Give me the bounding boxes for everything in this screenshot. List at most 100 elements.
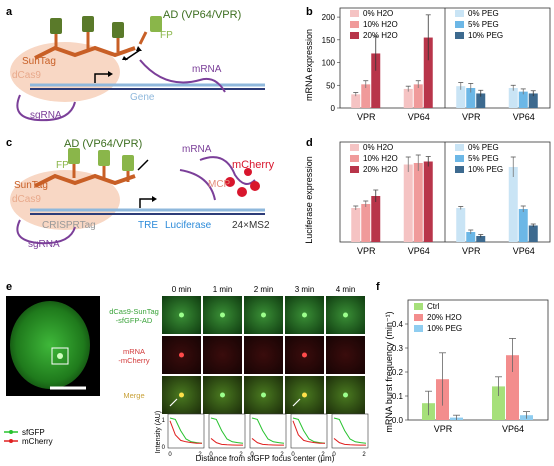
interaction-arrow-a xyxy=(124,49,141,61)
y-tick-label: 100 xyxy=(322,59,336,68)
y-tick-label: 50 xyxy=(326,81,335,90)
gfp-focus xyxy=(220,312,225,318)
sgrna-label-a: sgRNA xyxy=(30,110,62,121)
x-tick-label: 0 xyxy=(209,452,213,458)
legend-label: 10% PEG xyxy=(468,31,503,40)
legend-swatch xyxy=(455,144,464,151)
category-label: VPR xyxy=(434,424,453,434)
image-tile xyxy=(326,336,365,374)
legend-label: 10% PEG xyxy=(468,165,503,174)
category-label: VP64 xyxy=(408,112,430,122)
bar xyxy=(371,53,381,108)
profile-frame xyxy=(290,413,328,449)
legend-label: 0% PEG xyxy=(468,143,499,152)
bar xyxy=(518,91,528,108)
bar xyxy=(506,355,519,420)
bar xyxy=(528,93,538,108)
gene-label-a: Gene xyxy=(130,92,155,103)
mcherry-label: mCherry xyxy=(232,159,275,171)
ad-label-a: AD (VP64/VPR) xyxy=(163,9,241,21)
bar xyxy=(351,208,361,242)
sgrna-strand-c xyxy=(16,219,76,245)
legend-label: 10% H2O xyxy=(363,20,398,29)
svg-text:mCherry: mCherry xyxy=(22,437,53,446)
chart-b: 0 50 100 150 200 VPR VP64 0% H2O 10% H2O 20% H2O V… xyxy=(322,7,551,122)
row-label: Merge xyxy=(123,391,144,400)
bar xyxy=(413,163,423,242)
mrna-label-a: mRNA xyxy=(192,64,222,75)
suntag-label-a: SunTag xyxy=(22,56,56,67)
category-label: VPR xyxy=(357,112,376,122)
mcherry-profile xyxy=(169,420,202,444)
e-tiles xyxy=(162,296,365,414)
bar xyxy=(361,84,371,108)
y-tick-label: 0.2 xyxy=(392,368,404,377)
profile-frame xyxy=(249,413,287,449)
svg-text:f: f xyxy=(376,281,380,293)
category-label: VP64 xyxy=(408,246,430,256)
mrna-strand-a xyxy=(139,59,226,93)
legend-label: 20% H2O xyxy=(363,31,398,40)
chart-d: VPR VP64 0% H2O 10% H2O 20% H2O VPR VP64 0% PEG… xyxy=(339,141,551,256)
legend-swatch xyxy=(414,314,423,321)
bar xyxy=(456,208,466,242)
ms2-label: 24×MS2 xyxy=(232,220,270,231)
mcherry-profile xyxy=(292,420,325,444)
category-label: VP64 xyxy=(513,112,535,122)
legend-label: 10% H2O xyxy=(363,154,398,163)
dcas9-label-c: dCas9 xyxy=(12,194,41,205)
sfgfp-profile xyxy=(251,417,285,444)
x-tick-label: 0 xyxy=(250,452,254,458)
legend-label: 0% H2O xyxy=(363,143,393,152)
bar xyxy=(371,196,381,242)
y-tick-label: 0.4 xyxy=(392,320,404,329)
gfp-focus xyxy=(179,312,184,318)
suntag-chain xyxy=(34,45,136,60)
image-tile xyxy=(244,336,283,374)
panel-label-a: a xyxy=(6,6,13,18)
row-label: -sfGFP-AD xyxy=(116,316,153,325)
panel-c: c AD (VP64/VPR) FP SunTag dCas9 CRISPRTa… xyxy=(6,137,275,250)
bar xyxy=(476,93,486,108)
x-tick-label: 2 xyxy=(239,452,243,458)
panel-label-c: c xyxy=(6,137,12,149)
merge-focus xyxy=(261,392,266,398)
time-label: 1 min xyxy=(213,285,233,294)
svg-text:sfGFP: sfGFP xyxy=(22,428,45,437)
panel-d: d Luciferase expression VPR VP64 0% H2O 10%… xyxy=(304,137,551,256)
svg-text:b: b xyxy=(306,6,313,18)
legend-swatch xyxy=(350,144,359,151)
legend-label: 5% PEG xyxy=(468,20,499,29)
bar xyxy=(466,88,476,108)
category-label: VPR xyxy=(462,246,481,256)
gfp-focus xyxy=(261,312,266,318)
panel-b: b mRNA expression 0 50 100 150 200 VPR VP64 0% … xyxy=(304,6,551,122)
profile-xlabel: Distance from sfGFP focus center (μm) xyxy=(196,454,335,463)
legend-swatch xyxy=(350,21,359,28)
y-tick-label: 0.0 xyxy=(392,416,404,425)
x-tick-label: 2 xyxy=(362,452,366,458)
panel-a: a AD (VP64/VPR) FP SunTag dCas9 mRNA xyxy=(6,6,265,122)
arrow-marker xyxy=(169,398,178,407)
e-profiles: 0 1 0 2 0 2 0 2 0 2 0 2 xyxy=(162,413,369,458)
legend-label: 20% H2O xyxy=(363,165,398,174)
mcp-label: MCP xyxy=(208,179,231,190)
chart-f: 0.0 0.1 0.2 0.3 0.4 VPR VP64 Ctrl 20% H2O 10% PEG xyxy=(392,299,549,434)
profile-frame xyxy=(167,413,205,449)
row-label: mRNA xyxy=(123,347,145,356)
bar xyxy=(518,209,528,242)
y-tick-label: 150 xyxy=(322,36,336,45)
luciferase-label: Luciferase xyxy=(165,220,212,231)
sfgfp-profile xyxy=(292,417,326,444)
profile-frame xyxy=(208,413,246,449)
sfgfp-profile xyxy=(210,417,244,444)
profile-frame xyxy=(331,413,369,449)
fp-label-a: FP xyxy=(160,30,173,41)
bar xyxy=(423,37,433,108)
sfgfp-profile xyxy=(169,417,203,444)
sgrna-strand xyxy=(16,94,76,122)
bar xyxy=(423,161,433,242)
x-tick-label: 2 xyxy=(321,452,325,458)
category-label: VPR xyxy=(462,112,481,122)
